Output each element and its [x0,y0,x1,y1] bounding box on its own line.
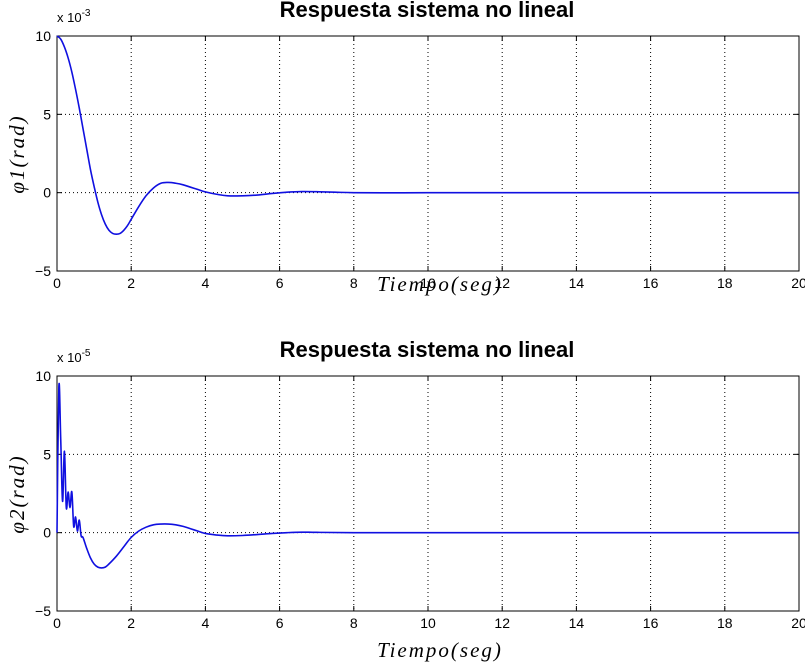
x-tick-label: 12 [494,615,510,631]
tick-marks [56,375,800,612]
y-multiplier-exponent: -5 [82,348,91,359]
x-tick-label: 6 [276,275,284,291]
x-tick-label: 0 [53,275,61,291]
x-tick-label: 14 [569,275,585,291]
x-tick-label: 2 [127,275,135,291]
data-series-line [56,35,799,235]
x-axis-label: Tiempo(seg) [377,272,503,296]
x-tick-label: 20 [791,615,805,631]
x-tick-label: 6 [276,615,284,631]
x-tick-label: 20 [791,275,805,291]
y-axis-label: φ1(rad) [5,114,29,193]
x-tick-label: 14 [569,615,585,631]
x-tick-label: 18 [717,615,733,631]
y-tick-label: −5 [35,603,51,619]
tick-marks [56,35,800,272]
x-tick-label: 0 [53,615,61,631]
chart-panel-2: Respuesta sistema no lineal 0 2 4 6 8 10 12 14 1… [5,337,805,662]
x-tick-label: 16 [643,275,659,291]
x-tick-label: 18 [717,275,733,291]
y-tick-label: −5 [35,263,51,279]
x-tick-label: 8 [350,615,358,631]
x-tick-label: 4 [202,615,210,631]
grid-lines [57,36,799,271]
y-tick-label: 10 [35,28,51,44]
y-tick-label: 5 [43,446,51,462]
y-tick-labels: −5 0 5 10 [35,368,51,619]
y-tick-label: 5 [43,106,51,122]
x-tick-label: 12 [494,275,510,291]
chart-title: Respuesta sistema no lineal [280,337,575,362]
y-multiplier: x 10-5 [57,348,91,365]
x-tick-label: 16 [643,615,659,631]
x-tick-label: 10 [420,275,436,291]
x-axis-label: Tiempo(seg) [377,638,503,662]
y-tick-labels: −5 0 5 10 [35,28,51,279]
y-axis-label: φ2(rad) [5,454,29,533]
chart-panel-1: Respuesta sistema no lineal 0 2 4 6 8 10 12 14 1… [5,0,805,296]
plot-frame [56,35,800,272]
x-tick-labels: 0 2 4 6 8 10 12 14 16 18 20 [53,275,805,291]
y-tick-label: 10 [35,368,51,384]
x-tick-label: 2 [127,615,135,631]
x-tick-label: 8 [350,275,358,291]
data-series-line [56,382,799,569]
chart-title: Respuesta sistema no lineal [280,0,575,22]
plot-frame [56,375,800,612]
x-tick-label: 4 [202,275,210,291]
y-multiplier-exponent: -3 [82,8,91,19]
x-tick-labels: 0 2 4 6 8 10 12 14 16 18 20 [53,615,805,631]
y-multiplier: x 10-3 [57,8,91,25]
x-tick-label: 10 [420,615,436,631]
grid-lines [57,376,799,611]
y-tick-label: 0 [43,525,51,541]
y-tick-label: 0 [43,185,51,201]
